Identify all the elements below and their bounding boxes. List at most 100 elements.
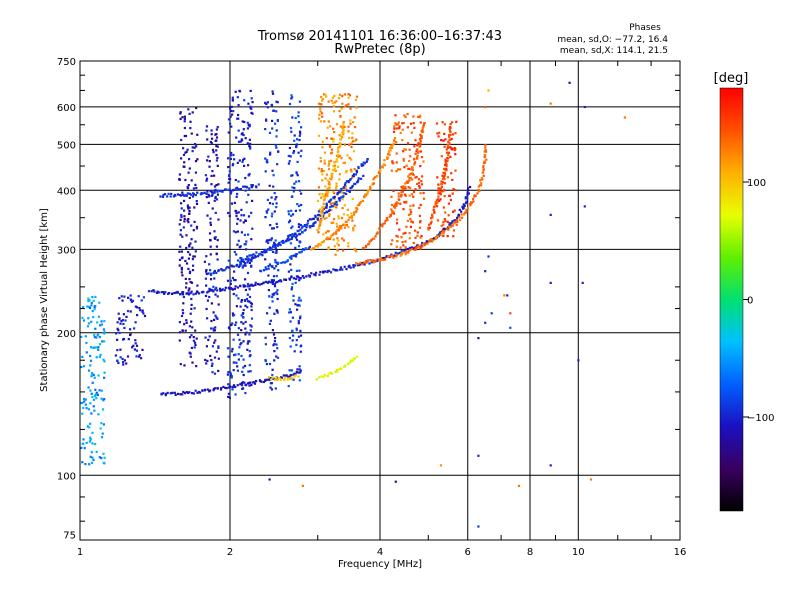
band-point (181, 329, 184, 332)
trace-point (249, 381, 252, 384)
trace-point (328, 181, 331, 184)
y-tick-label: 600 (57, 103, 76, 114)
scatter-point (549, 213, 552, 216)
trace-point (213, 191, 216, 194)
band-point (354, 126, 357, 129)
band-point (213, 174, 216, 177)
band-point (236, 259, 240, 262)
trace-point (228, 188, 231, 192)
band-point (243, 157, 246, 160)
trace-point (412, 247, 415, 250)
band-point (342, 249, 345, 252)
band-point (273, 312, 276, 315)
band-point (273, 285, 277, 288)
trace-point (343, 183, 347, 186)
band-point (234, 178, 237, 182)
band-point (397, 195, 400, 198)
band-point (216, 295, 219, 298)
band-point (182, 147, 185, 150)
band-point (217, 218, 220, 221)
trace-point (208, 289, 211, 292)
trace-point (353, 211, 356, 214)
band-point (351, 136, 354, 139)
band-point (327, 120, 330, 123)
band-point (207, 193, 210, 196)
band-point (345, 224, 348, 227)
band-point (416, 182, 419, 186)
band-point (228, 327, 231, 330)
band-point (276, 163, 279, 166)
band-point (237, 211, 240, 214)
trace-point (389, 255, 392, 258)
band-point (179, 233, 182, 236)
band-point (215, 144, 218, 148)
band-point (422, 197, 426, 200)
trace-point (356, 264, 360, 267)
band-point (185, 282, 188, 285)
band-point (271, 296, 274, 299)
trace-point (355, 262, 358, 265)
band-point (188, 245, 191, 248)
band-point (291, 96, 294, 99)
trace-point (283, 261, 286, 264)
band-point (82, 442, 85, 445)
band-point (294, 209, 297, 212)
trace-point (162, 291, 165, 294)
band-point (193, 206, 196, 209)
band-point (288, 369, 291, 372)
trace-point (272, 377, 275, 380)
trace-point (386, 156, 389, 159)
band-point (188, 325, 191, 328)
band-point (230, 125, 233, 128)
band-point (337, 239, 340, 242)
trace-point (286, 375, 289, 378)
band-point (334, 187, 338, 190)
trace-point (294, 236, 298, 239)
band-point (240, 342, 243, 345)
band-point (180, 314, 184, 318)
band-point (402, 208, 405, 211)
band-point (238, 246, 241, 249)
band-point (346, 154, 349, 157)
trace-point (365, 160, 368, 163)
band-point (184, 277, 187, 280)
scatter-point (549, 102, 552, 105)
band-point (179, 111, 182, 114)
band-point (354, 98, 357, 101)
trace-point (442, 175, 445, 178)
band-point (87, 322, 90, 325)
band-point (183, 117, 186, 121)
band-point (235, 215, 238, 218)
band-point (217, 183, 220, 186)
trace-point (437, 192, 440, 195)
trace-point (479, 179, 482, 182)
trace-point (407, 251, 410, 254)
band-point (244, 264, 247, 267)
band-point (206, 317, 209, 320)
trace-point (421, 126, 424, 130)
band-point (249, 89, 252, 92)
band-point (297, 299, 300, 302)
trace-point (355, 171, 359, 174)
band-point (207, 338, 210, 341)
trace-point (270, 247, 273, 250)
band-point (122, 322, 125, 326)
band-point (242, 316, 245, 319)
band-point (418, 184, 421, 187)
trace-point (196, 291, 199, 294)
band-point (187, 218, 190, 221)
band-point (435, 205, 439, 208)
trace-point (483, 150, 486, 153)
band-point (355, 95, 359, 98)
trace-point (362, 164, 365, 167)
band-point (205, 177, 209, 180)
band-point (183, 165, 186, 168)
band-point (89, 438, 92, 441)
trace-point (444, 158, 447, 161)
band-point (266, 101, 269, 104)
trace-point (449, 225, 453, 228)
band-point (183, 134, 186, 138)
band-point (188, 209, 191, 213)
band-point (227, 392, 230, 395)
trace-point (383, 222, 386, 225)
